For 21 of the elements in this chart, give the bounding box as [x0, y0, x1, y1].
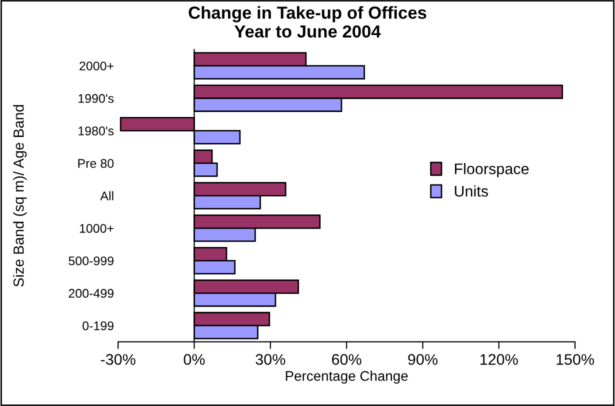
x-tick-label: 150%: [556, 354, 594, 365]
legend-label: Floorspace: [454, 163, 529, 178]
legend-label: Units: [454, 185, 488, 197]
x-tick-label: 30%: [256, 354, 286, 365]
y-tick-label: 500-999: [68, 256, 114, 266]
y-tick-label: 1000+: [80, 224, 114, 233]
y-tick-label: 1990's: [78, 94, 114, 103]
chart-title: Change in Take-up of Offices Year to June 2004: [188, 6, 426, 38]
y-tick-label: Pre 80: [78, 159, 114, 168]
y-tick-label: 0-199: [82, 321, 114, 330]
y-tick-label: All: [100, 191, 114, 200]
x-tick-label: 60%: [332, 354, 362, 365]
y-tick-label: 200-499: [68, 288, 114, 298]
y-axis-title: Size Band (sq m)/ Age Band: [13, 105, 27, 287]
x-tick-label: -30%: [100, 354, 136, 365]
x-axis-title: Percentage Change: [286, 370, 408, 384]
x-tick-label: 0%: [184, 354, 205, 365]
y-tick-label: 2000+: [80, 62, 114, 70]
y-tick-label: 1980's: [78, 126, 114, 136]
x-tick-label: 90%: [408, 354, 438, 365]
x-tick-label: 120%: [480, 354, 518, 365]
